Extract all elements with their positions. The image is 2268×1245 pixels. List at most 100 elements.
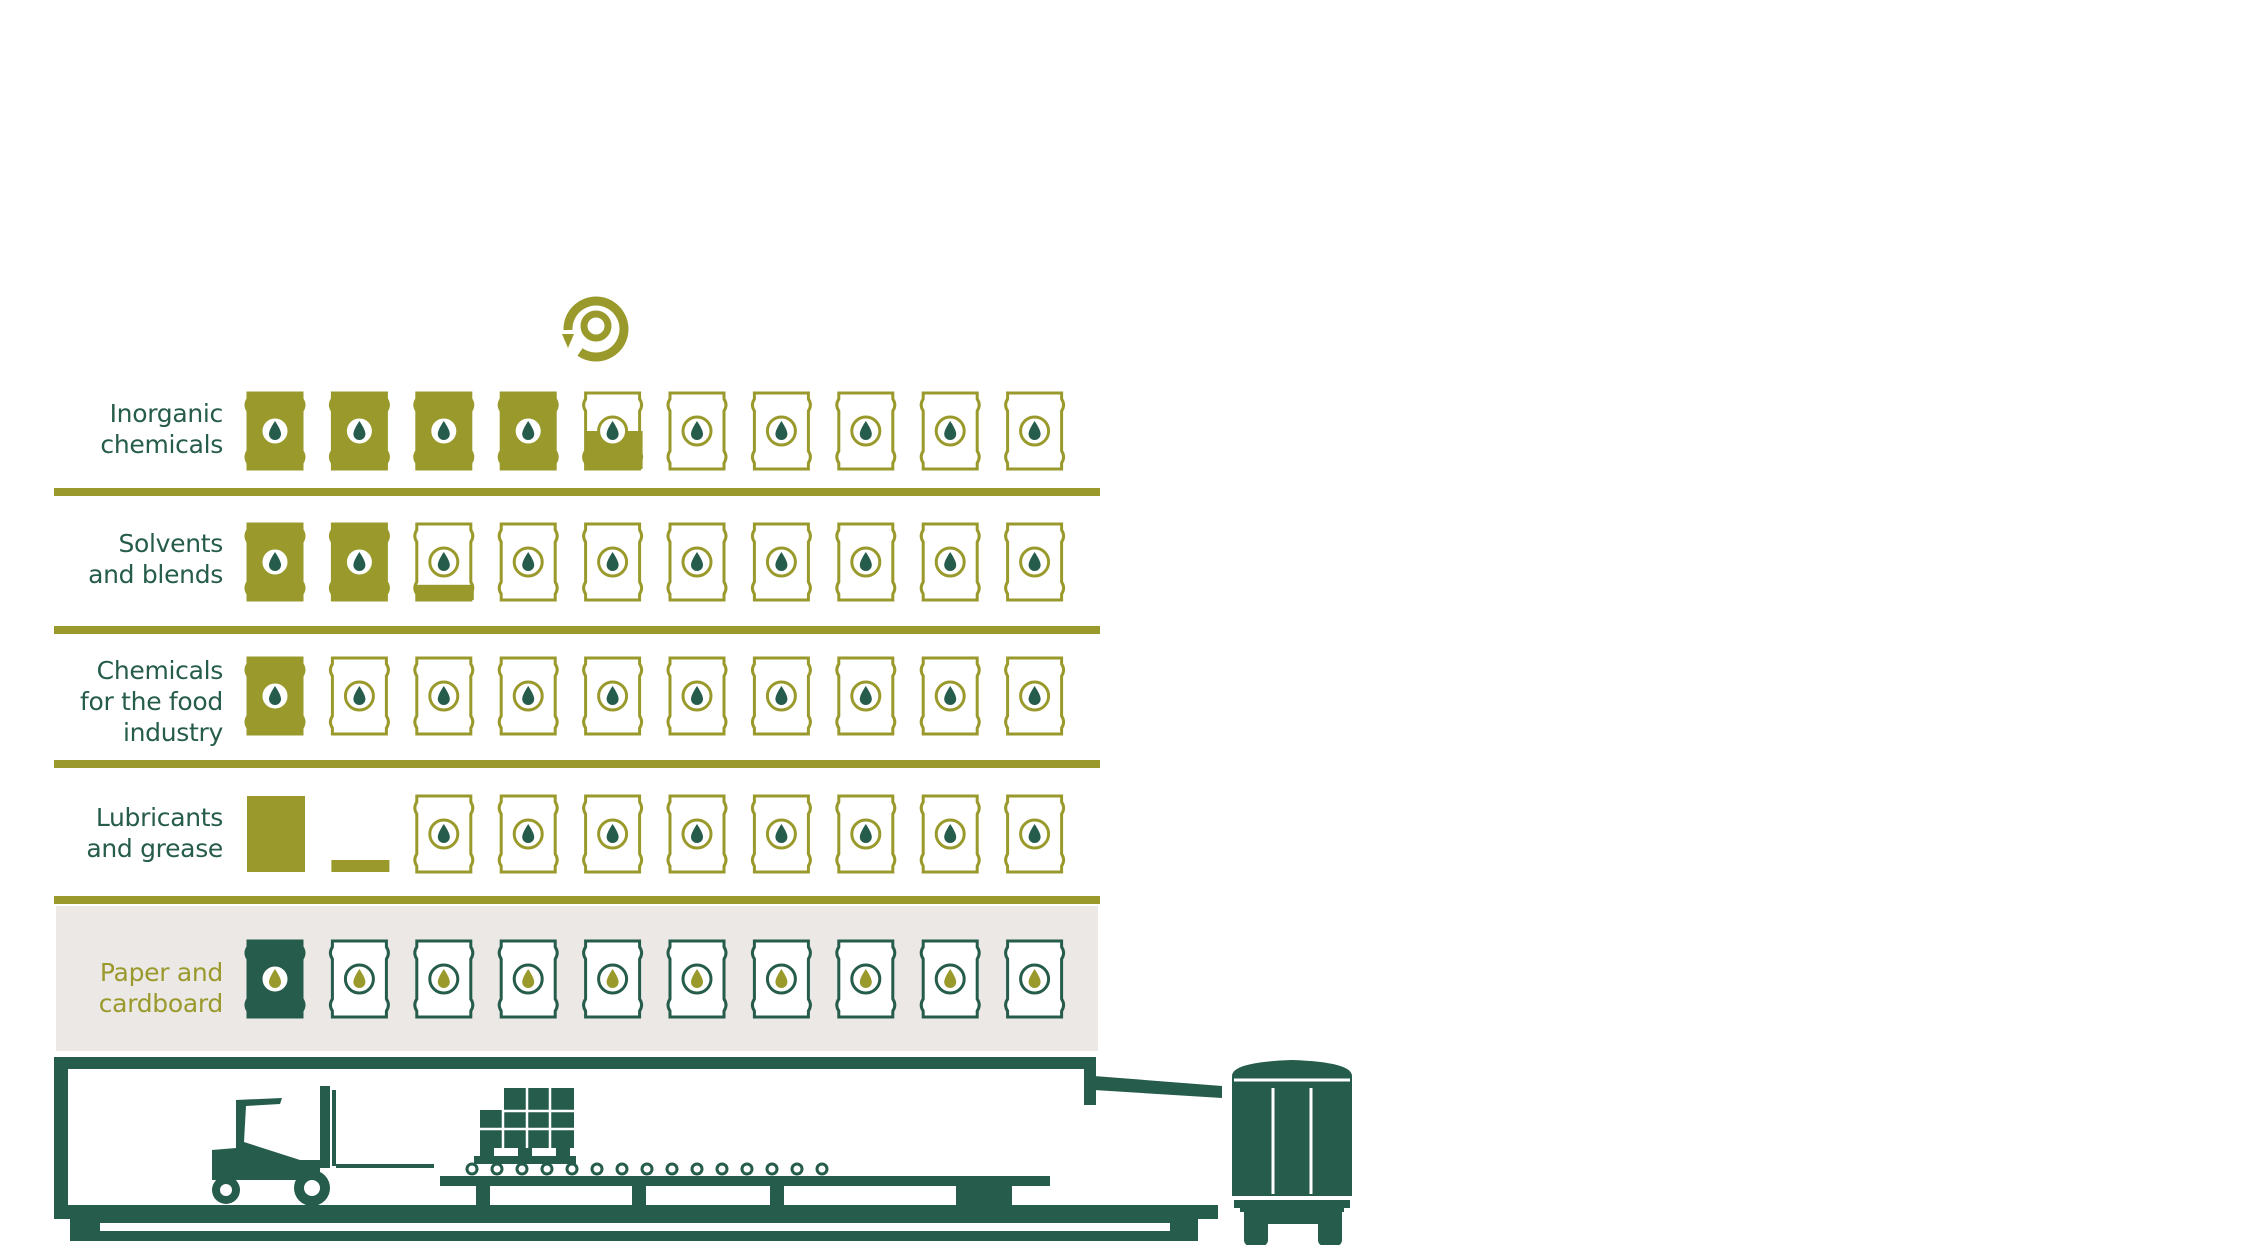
shelves	[54, 488, 1100, 904]
barrel	[413, 522, 475, 602]
oil-drop-icon	[1019, 818, 1051, 850]
label-line: and grease	[86, 834, 223, 863]
oil-drop-icon	[681, 546, 713, 578]
oil-drop-icon	[850, 963, 882, 995]
oil-drop-icon	[934, 546, 966, 578]
oil-drop-icon	[428, 680, 460, 712]
row-label-inorganic: Inorganic chemicals	[60, 398, 223, 460]
barrel	[1004, 939, 1066, 1019]
barrel	[919, 794, 981, 874]
barrel	[835, 794, 897, 874]
barrel-fill	[415, 584, 474, 600]
oil-drop-icon	[1019, 415, 1051, 447]
barrel	[582, 656, 644, 736]
barrel	[835, 939, 897, 1019]
barrel	[750, 939, 812, 1019]
barrel	[1004, 656, 1066, 736]
oil-drop-icon	[1019, 963, 1051, 995]
barrel	[582, 391, 644, 471]
barrel	[666, 656, 728, 736]
barrel	[413, 656, 475, 736]
barrel	[919, 939, 981, 1019]
row-label-lubricants: Lubricants and grease	[60, 802, 223, 864]
oil-drop-icon	[934, 680, 966, 712]
oil-drop-icon	[512, 818, 544, 850]
barrel-row-lubricants	[247, 794, 1066, 874]
oil-drop-icon	[765, 415, 797, 447]
label-line: for the food	[80, 687, 223, 716]
barrel	[582, 794, 644, 874]
oil-drop-icon	[343, 680, 375, 712]
warehouse-left-wall	[54, 1057, 68, 1217]
oil-drop-icon	[934, 415, 966, 447]
label-line: cardboard	[98, 989, 224, 1018]
oil-drop-icon	[850, 680, 882, 712]
oil-drop-icon	[259, 415, 291, 447]
pallet-boxes-icon	[474, 1088, 576, 1164]
barrel-fill	[247, 796, 305, 872]
label-line: and blends	[88, 560, 223, 589]
oil-drop-icon	[259, 963, 291, 995]
barrel-row-inorganic	[244, 391, 1066, 471]
label-line: industry	[122, 718, 223, 747]
barrel	[331, 860, 390, 872]
barrel	[1004, 522, 1066, 602]
label-line: chemicals	[100, 430, 223, 459]
oil-drop-icon	[850, 546, 882, 578]
barrel	[835, 391, 897, 471]
label-line: Inorganic	[109, 399, 224, 428]
barrel	[413, 391, 475, 471]
barrel	[666, 522, 728, 602]
row-label-food: Chemicals for the food industry	[60, 655, 223, 748]
barrel	[328, 939, 390, 1019]
barrel	[328, 522, 390, 602]
barrel	[750, 794, 812, 874]
row-label-solvents: Solvents and blends	[60, 528, 223, 590]
oil-drop-icon	[259, 546, 291, 578]
barrel	[328, 391, 390, 471]
barrel	[497, 794, 559, 874]
oil-drop-icon	[428, 818, 460, 850]
oil-drop-icon	[512, 415, 544, 447]
barrel	[1004, 794, 1066, 874]
barrel	[247, 796, 305, 872]
oil-drop-icon	[765, 546, 797, 578]
barrel-rows	[244, 391, 1066, 1019]
loading-ramp	[1094, 1076, 1222, 1098]
shelf-4	[54, 896, 1100, 904]
barrel	[497, 391, 559, 471]
oil-drop-icon	[343, 963, 375, 995]
barrel	[919, 391, 981, 471]
barrel	[497, 656, 559, 736]
oil-drop-icon	[597, 818, 629, 850]
oil-drop-icon	[343, 415, 375, 447]
barrel	[328, 656, 390, 736]
barrel	[750, 656, 812, 736]
label-line: Lubricants	[95, 803, 223, 832]
oil-drop-icon	[597, 963, 629, 995]
oil-drop-icon	[850, 415, 882, 447]
oil-drop-icon	[512, 680, 544, 712]
oil-drop-icon	[259, 680, 291, 712]
barrel	[582, 522, 644, 602]
barrel	[244, 391, 306, 471]
barrel	[497, 939, 559, 1019]
shelf-1	[54, 488, 1100, 496]
oil-drop-icon	[765, 818, 797, 850]
oil-drop-icon	[681, 963, 713, 995]
barrel	[582, 939, 644, 1019]
oil-drop-icon	[1019, 546, 1051, 578]
conveyor-roller-icon	[465, 1162, 829, 1176]
oil-drop-icon	[681, 680, 713, 712]
barrel	[1004, 391, 1066, 471]
barrel	[666, 391, 728, 471]
oil-drop-icon	[597, 546, 629, 578]
oil-drop-icon	[512, 546, 544, 578]
oil-drop-icon	[597, 415, 629, 447]
forklift-icon	[212, 1086, 434, 1206]
label-line: Solvents	[118, 529, 223, 558]
oil-drop-icon	[765, 963, 797, 995]
oil-drop-icon	[1019, 680, 1051, 712]
barrel-fill	[331, 860, 390, 872]
